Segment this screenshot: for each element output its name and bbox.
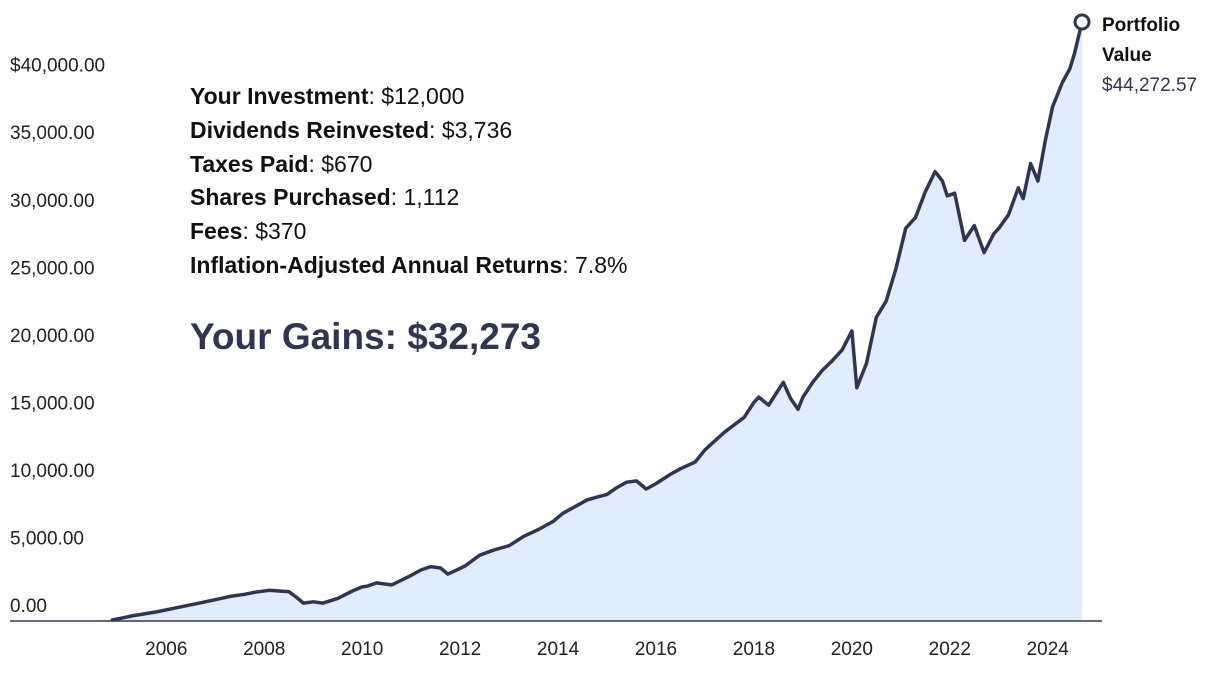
stat-value: $12,000: [381, 83, 465, 109]
x-tick-label: 2008: [243, 639, 285, 660]
x-tick-label: 2012: [439, 639, 481, 660]
portfolio-line: [110, 20, 1084, 622]
stat-row-shares: Shares Purchased: 1,112: [190, 184, 460, 211]
y-tick-label: 5,000.00: [10, 528, 84, 549]
end-value-label: $44,272.57: [1102, 75, 1197, 96]
x-tick-label: 2024: [1027, 639, 1070, 660]
stat-label: Your Investment: [190, 83, 369, 109]
stat-row-investment: Your Investment: $12,000: [190, 83, 465, 109]
stat-label: Taxes Paid: [190, 150, 309, 177]
x-tick-label: 2022: [929, 639, 971, 660]
y-tick-label: 0.00: [10, 596, 47, 617]
y-tick-label: 30,000.00: [10, 191, 95, 212]
stats-panel: Your Investment: $12,000 Dividends Reinv…: [190, 80, 627, 283]
series-label: Value: [1102, 45, 1152, 66]
stat-value: 1,112: [403, 184, 460, 211]
stat-row-dividends: Dividends Reinvested: $3,736: [190, 116, 513, 143]
x-tick-label: 2010: [341, 639, 383, 660]
stat-label: Shares Purchased: [190, 184, 391, 211]
stat-label: Dividends Reinvested: [190, 116, 430, 143]
y-tick-label: 15,000.00: [10, 393, 95, 414]
stat-label: Inflation-Adjusted Annual Returns: [190, 251, 563, 278]
series-label: Portfolio: [1102, 15, 1180, 36]
stat-value: 7.8%: [575, 251, 628, 278]
gains-label: Your Gains: [190, 316, 385, 357]
x-tick-label: 2016: [635, 639, 677, 660]
x-tick-label: 2006: [145, 639, 187, 660]
y-tick-label: $40,000.00: [10, 56, 105, 77]
y-tick-label: 10,000.00: [10, 461, 95, 482]
x-tick-label: 2014: [537, 639, 580, 660]
stat-value: $370: [255, 218, 307, 245]
gains-value: $32,273: [407, 316, 541, 357]
y-tick-label: 20,000.00: [10, 326, 95, 347]
y-axis: 0.00 5,000.00 10,000.00 15,000.00 20,000.00 2…: [10, 56, 105, 617]
gains-headline: Your Gains: $32,273: [190, 316, 541, 357]
stat-value: $3,736: [441, 116, 513, 143]
stat-row-taxes: Taxes Paid: $670: [190, 150, 373, 177]
y-tick-label: 35,000.00: [10, 123, 95, 144]
x-axis: 2006 2008 2010 2012 2014 2016 2018 2020 2022 2024: [145, 639, 1069, 660]
stat-value: $670: [321, 150, 373, 177]
stat-label: Fees: [190, 218, 243, 245]
y-tick-label: 25,000.00: [10, 258, 95, 279]
x-tick-label: 2018: [733, 639, 775, 660]
end-point-marker[interactable]: [1073, 13, 1091, 31]
stat-row-fees: Fees: $370: [190, 218, 307, 245]
stat-row-returns: Inflation-Adjusted Annual Returns: 7.8%: [190, 251, 628, 278]
x-tick-label: 2020: [831, 639, 873, 660]
portfolio-area: [112, 22, 1082, 620]
